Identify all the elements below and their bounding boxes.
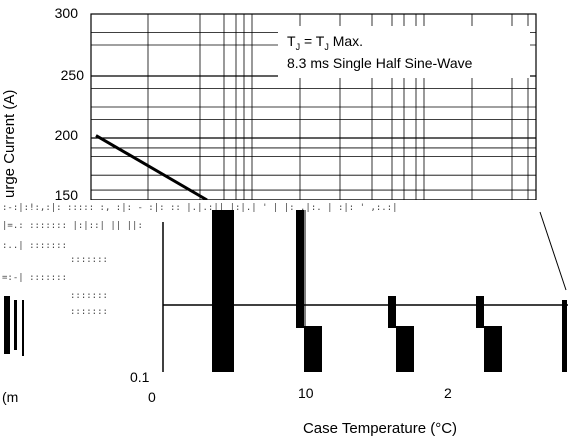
artifact-bar-left-2 — [14, 300, 17, 350]
overlay-x-tick-2: 2 — [444, 385, 452, 401]
artifact-bar-left-3 — [22, 300, 24, 356]
y-axis-label: urge Current (A) — [1, 90, 18, 198]
garbled-row-5: =:-| ::::::: — [2, 273, 67, 283]
series-group — [95, 134, 208, 202]
y-tick-250: 250 — [61, 67, 85, 83]
artifact-bar-3 — [304, 326, 322, 372]
artifact-bar-5 — [396, 326, 414, 372]
artifact-bar-left-1 — [4, 296, 10, 354]
artifact-diagonal — [539, 211, 567, 291]
garbled-row-2: |=.: ::::::: |:|::| || ||: — [2, 221, 143, 231]
garbled-band: :-:|:!:,:|: ::::: :, :|: - :|: :: |.|.:|… — [2, 203, 398, 317]
corrupted-background — [0, 200, 568, 390]
artifact-bar-8 — [562, 300, 567, 372]
series-line-0 — [95, 134, 208, 202]
artifact-bar-4 — [388, 296, 396, 328]
overlay-x-tick-0: 0 — [148, 389, 156, 405]
artifact-bar-7 — [484, 326, 502, 372]
y-tick-150: 150 — [55, 187, 79, 203]
artifact-bar-2 — [296, 210, 304, 328]
corrupted-region: :-:|:!:,:|: ::::: :, :|: - :|: :: |.|.:|… — [0, 200, 568, 405]
overlay-x-tick-10: 10 — [298, 385, 314, 401]
garbled-row-1: :-:|:!:,:|: ::::: :, :|: - :|: :: |.|.:|… — [2, 203, 398, 213]
note-line-2: 8.3 ms Single Half Sine-Wave — [287, 55, 473, 71]
note-line-1: TJ = TJ Max. — [287, 33, 363, 52]
y-tick-300: 300 — [55, 5, 79, 21]
garbled-row-3: :..| ::::::: — [2, 241, 67, 251]
garbled-row-7: ::::::: — [70, 307, 108, 317]
x-axis-label: Case Temperature (°C) — [303, 420, 457, 437]
overlay-y-tick-bottom: 0.1 — [130, 369, 150, 385]
garbled-row-4: ::::::: — [70, 255, 108, 265]
garbled-row-6: ::::::: — [70, 291, 108, 301]
note-box — [278, 26, 530, 78]
artifact-bar-1 — [212, 210, 234, 372]
artifact-bar-6 — [476, 296, 484, 328]
overlay-left-fragment: (m — [2, 389, 18, 405]
y-tick-200: 200 — [55, 127, 79, 143]
